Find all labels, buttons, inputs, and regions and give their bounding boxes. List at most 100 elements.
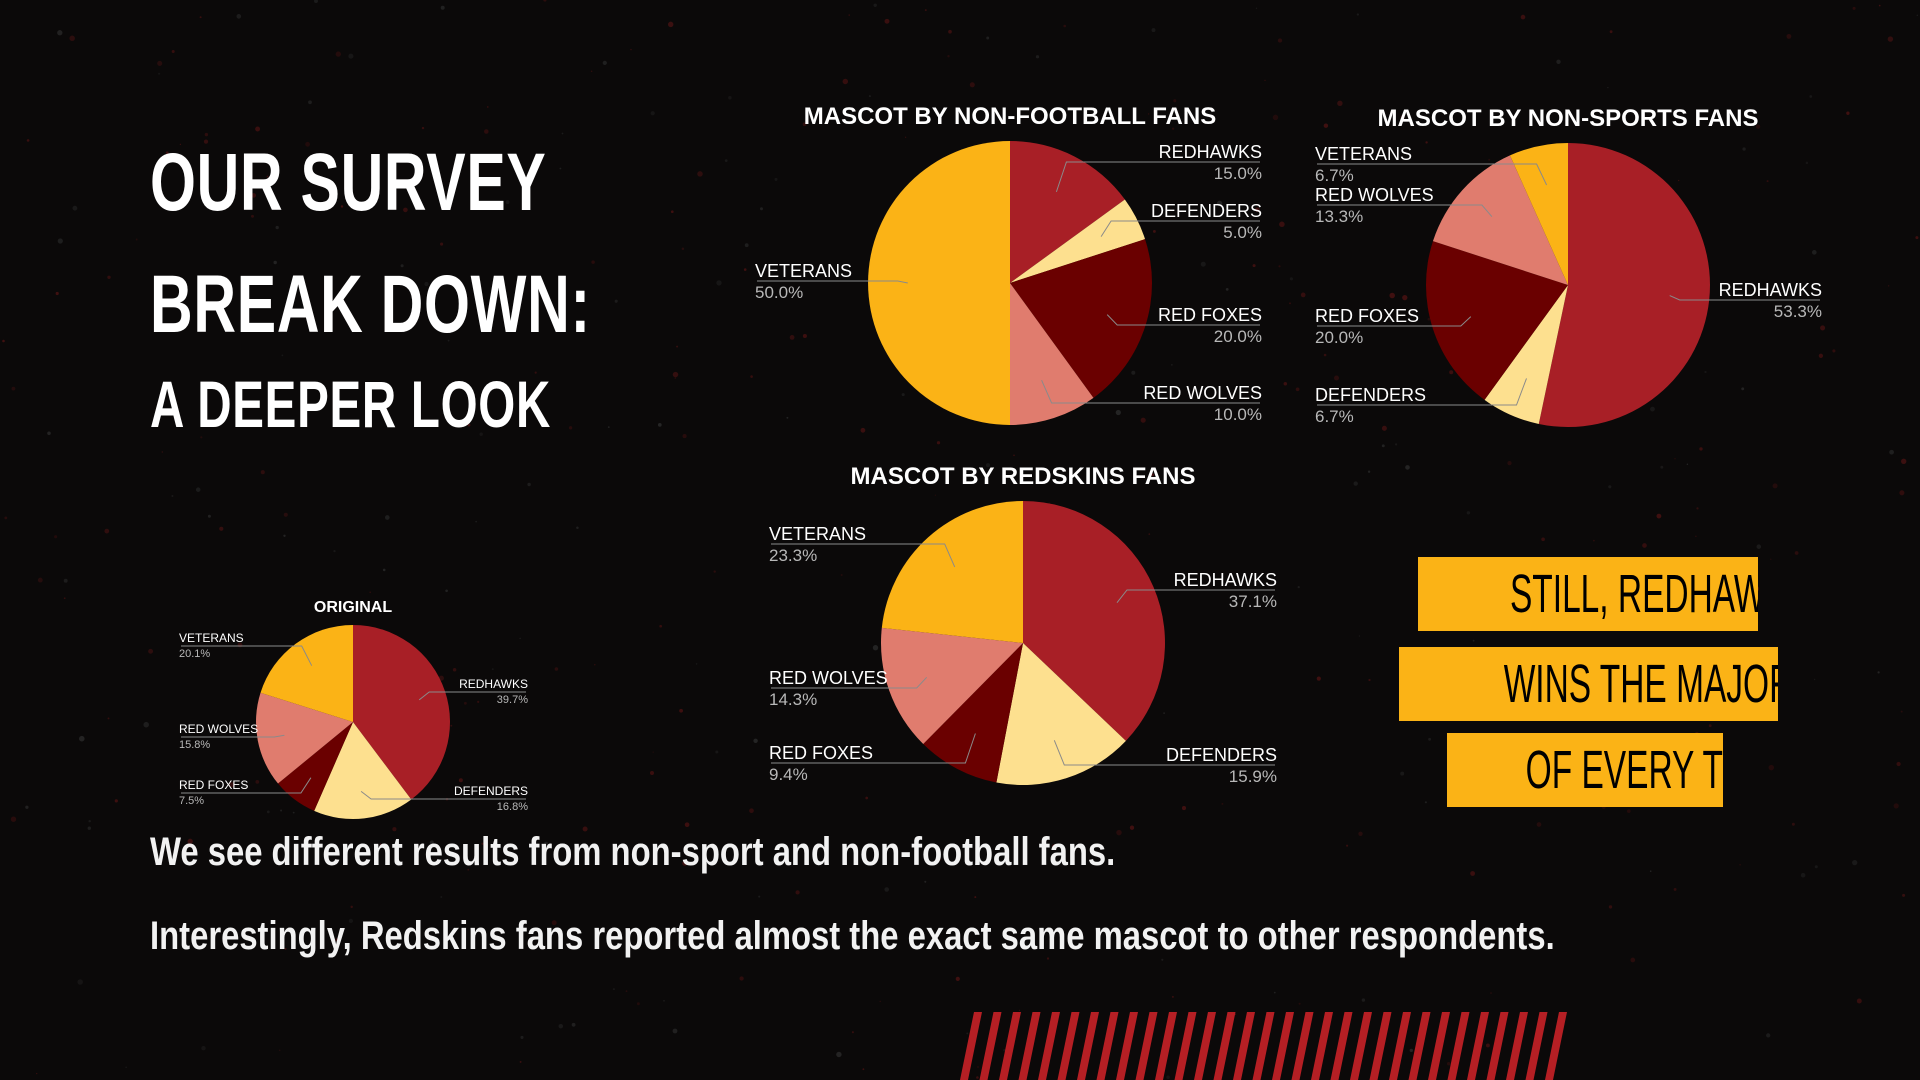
speckle-dot <box>1686 463 1689 466</box>
speckle-dot <box>670 210 674 214</box>
speckle-dot <box>107 717 110 720</box>
pie-slice-defenders <box>996 643 1126 785</box>
speckle-dot <box>1252 264 1256 268</box>
speckle-dot <box>1852 859 1858 866</box>
speckle-dot <box>1566 118 1570 122</box>
speckle-dot <box>260 470 265 475</box>
speckle-dot <box>1708 724 1712 728</box>
speckle-dot <box>1446 1061 1451 1066</box>
speckle-dot <box>69 35 75 42</box>
speckle-dot <box>1428 737 1432 741</box>
speckle-dot <box>1356 13 1360 16</box>
speckle-dot <box>936 441 941 445</box>
stripe <box>1428 1012 1450 1080</box>
speckle-dot <box>1811 250 1817 255</box>
speckle-dot <box>594 664 596 666</box>
slice-label-red-foxes: RED FOXES <box>1158 305 1262 325</box>
speckle-dot <box>1607 87 1609 89</box>
pie-slice-red-wolves <box>1010 283 1094 425</box>
speckle-dot <box>1316 676 1321 681</box>
speckle-dot <box>1916 14 1918 16</box>
slide-title-line-1: OUR SURVEY <box>150 137 547 228</box>
speckle-dot <box>1361 998 1366 1002</box>
stripe <box>1194 1012 1216 1080</box>
speckle-dot <box>1660 465 1664 469</box>
speckle-dot <box>195 487 201 492</box>
speckle-dot <box>79 735 85 742</box>
speckle-dot <box>63 597 66 600</box>
speckle-dot <box>369 591 372 594</box>
speckle-dot <box>1289 302 1291 305</box>
speckle-dot <box>1900 710 1903 713</box>
pie-slice-red-wolves <box>881 627 1023 745</box>
speckle-dot <box>479 432 483 436</box>
speckle-dot <box>802 122 807 127</box>
speckle-dot <box>236 14 242 19</box>
slice-value-redhawks: 37.1% <box>1229 592 1277 611</box>
speckle-dot <box>1696 507 1699 510</box>
speckle-dot <box>1298 1002 1301 1005</box>
pie-chart-mascot-by-non-football-fans: MASCOT BY NON-FOOTBALL FANS REDHAWKS 15.0%… <box>755 103 1262 425</box>
pie-slice-red-foxes <box>1010 239 1153 398</box>
speckle-dot <box>1221 802 1224 805</box>
speckle-dot <box>1742 147 1746 151</box>
slice-value-veterans: 20.1% <box>179 648 210 660</box>
speckle-dot <box>229 782 235 788</box>
speckle-dot <box>865 796 869 800</box>
speckle-dot <box>663 1000 665 1002</box>
speckle-dot <box>1151 28 1156 33</box>
speckle-dot <box>1877 671 1880 674</box>
slice-value-defenders: 15.9% <box>1229 767 1277 786</box>
speckle-dot <box>851 1031 854 1034</box>
speckle-dot <box>1333 375 1340 381</box>
speckle-dot <box>836 1051 842 1058</box>
callout-line-1: STILL, REDHAWKS <box>1418 557 1758 631</box>
pie-slice-red-foxes <box>278 722 353 811</box>
pie-slice-red-wolves <box>255 692 353 784</box>
speckle-dot <box>4 516 8 520</box>
slice-value-defenders: 6.7% <box>1315 407 1354 426</box>
speckle-dot <box>384 515 390 520</box>
speckle-dot <box>1889 449 1894 455</box>
speckle-dot <box>1704 370 1707 374</box>
chart-title: MASCOT BY NON-FOOTBALL FANS <box>804 103 1216 130</box>
speckle-dot <box>400 264 404 268</box>
speckle-dot <box>554 667 559 671</box>
speckle-dot <box>88 819 91 823</box>
speckle-dot <box>57 30 63 36</box>
speckle-dot <box>695 663 698 665</box>
leader-line <box>771 733 976 764</box>
speckle-dot <box>148 648 154 654</box>
speckle-dot <box>1409 1048 1413 1053</box>
stripe <box>1174 1012 1197 1080</box>
speckle-dot <box>447 339 450 342</box>
speckle-dot <box>1367 470 1371 473</box>
speckle-dot <box>481 842 484 845</box>
speckle-dot <box>561 132 564 135</box>
speckle-dot <box>266 810 270 814</box>
speckle-dot <box>1818 353 1824 358</box>
speckle-dot <box>1656 513 1662 519</box>
leader-line <box>771 676 928 689</box>
callout-line-2: WINS THE MAJORITY <box>1399 647 1778 721</box>
speckle-dot <box>602 60 607 66</box>
speckle-dot <box>157 60 163 66</box>
speckle-dot <box>348 918 354 924</box>
speckle-dot <box>1400 114 1405 120</box>
speckle-dot <box>667 21 674 28</box>
speckle-dot <box>1673 887 1677 891</box>
slice-value-redhawks: 15.0% <box>1214 164 1262 183</box>
pie-slice-redhawks <box>1538 143 1710 428</box>
slice-label-veterans: VETERANS <box>755 261 852 281</box>
speckle-dot <box>333 549 336 553</box>
speckle-dot <box>682 434 687 439</box>
speckle-dot <box>789 335 795 340</box>
speckle-dot <box>135 238 138 241</box>
leader-line <box>1041 379 1260 404</box>
speckle-dot <box>1794 551 1799 555</box>
speckle-dot <box>1368 678 1371 682</box>
speckle-dot <box>440 5 445 10</box>
speckle-dot <box>107 275 111 279</box>
speckle-dot <box>879 1000 881 1003</box>
